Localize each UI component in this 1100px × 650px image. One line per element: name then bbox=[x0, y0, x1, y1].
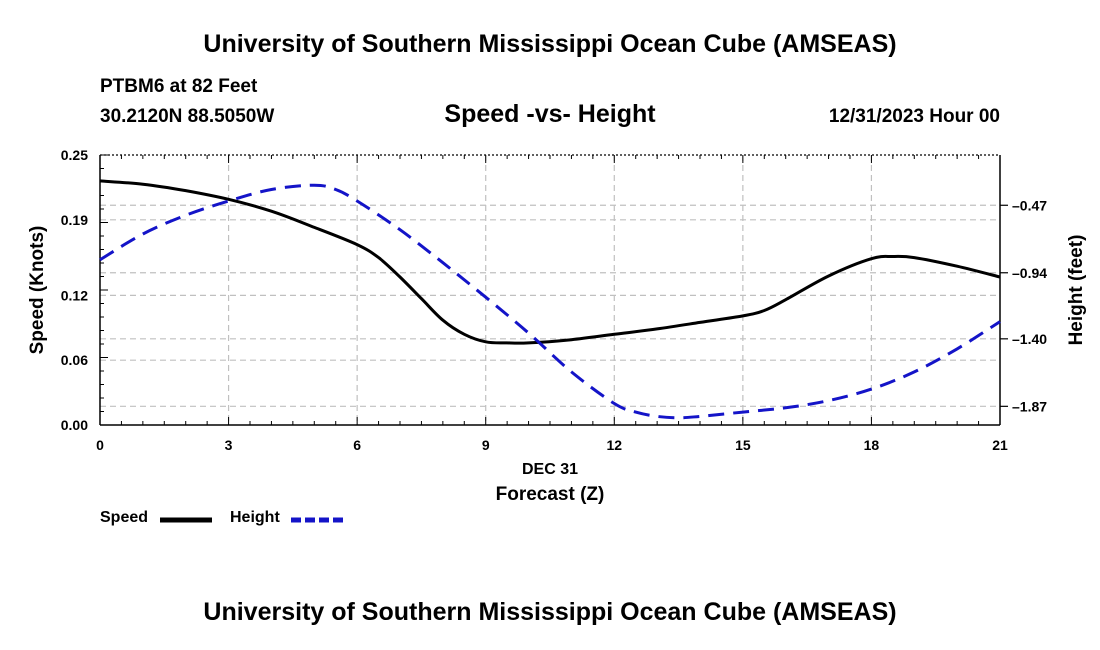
x-tick-label: 21 bbox=[992, 437, 1008, 453]
x-tick-label: 0 bbox=[96, 437, 104, 453]
y2-tick-label: –1.87 bbox=[1012, 398, 1047, 414]
x-axis-date-label: DEC 31 bbox=[522, 461, 578, 478]
chart-title: University of Southern Mississippi Ocean… bbox=[203, 30, 897, 58]
legend-speed-label: Speed bbox=[100, 509, 149, 526]
series-line-speed bbox=[99, 179, 1001, 345]
legend-height-label: Height bbox=[230, 509, 280, 526]
footer-title: University of Southern Mississippi Ocean… bbox=[203, 598, 897, 626]
y2-tick-label: –1.40 bbox=[1012, 331, 1047, 347]
x-tick-label: 12 bbox=[606, 437, 622, 453]
station-coordinates: 30.2120N 88.5050W bbox=[100, 106, 275, 127]
y-axis-label: Speed (Knots) bbox=[27, 226, 48, 355]
x-tick-label: 15 bbox=[735, 437, 751, 453]
y2-tick-label: –0.47 bbox=[1012, 197, 1047, 213]
x-axis-label: Forecast (Z) bbox=[496, 484, 605, 505]
series-line-height bbox=[99, 183, 1001, 420]
y-tick-label: 0.25 bbox=[61, 147, 88, 163]
y2-axis-label: Height (feet) bbox=[1066, 235, 1087, 346]
chart-subtitle: Speed -vs- Height bbox=[444, 100, 656, 128]
y-tick-label: 0.19 bbox=[61, 212, 88, 228]
x-tick-label: 9 bbox=[482, 437, 490, 453]
x-tick-label: 18 bbox=[864, 437, 880, 453]
y-tick-label: 0.00 bbox=[61, 417, 88, 433]
x-tick-label: 6 bbox=[353, 437, 361, 453]
station-label: PTBM6 at 82 Feet bbox=[100, 76, 258, 97]
forecast-datetime: 12/31/2023 Hour 00 bbox=[828, 106, 1000, 127]
y-tick-label: 0.12 bbox=[61, 287, 88, 303]
x-tick-label: 3 bbox=[225, 437, 233, 453]
y-tick-label: 0.06 bbox=[61, 352, 88, 368]
y2-tick-label: –0.94 bbox=[1012, 265, 1047, 281]
